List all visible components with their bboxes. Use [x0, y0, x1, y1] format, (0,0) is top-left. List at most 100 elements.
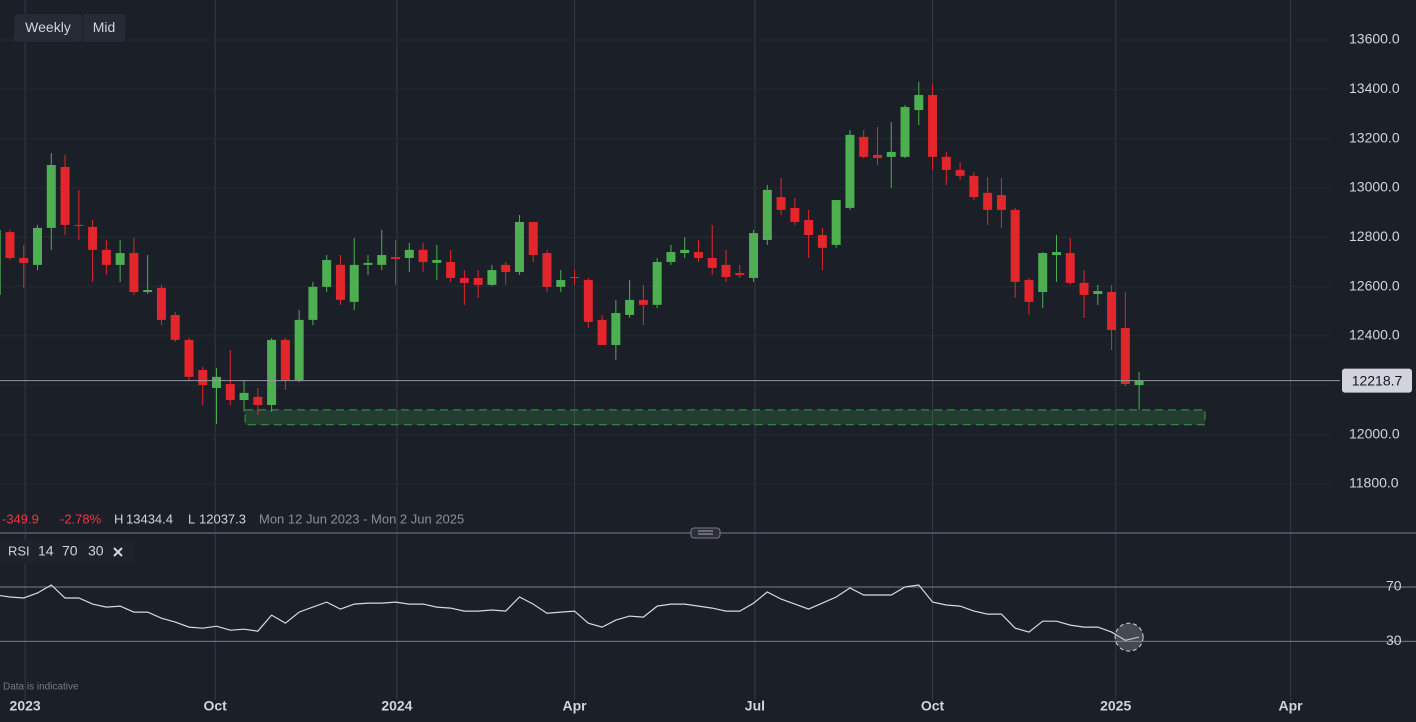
candle-body — [721, 264, 731, 277]
rsi-tick-label: 70 — [1386, 578, 1402, 594]
x-tick-label: Oct — [921, 698, 945, 714]
candle-body — [101, 249, 111, 265]
candle-body — [501, 264, 511, 273]
candle-body — [900, 107, 910, 157]
candle-body — [625, 299, 635, 315]
rsi-legend — [0, 540, 134, 564]
candle-body — [335, 264, 345, 300]
candle-body — [1010, 209, 1020, 282]
x-tick-label: Apr — [1279, 698, 1304, 714]
candle-body — [308, 286, 318, 320]
candle-body — [1134, 380, 1144, 386]
pane-resize-handle[interactable] — [690, 527, 721, 539]
price-type-label: Mid — [93, 19, 116, 35]
y-tick-label: 12600.0 — [1349, 277, 1400, 293]
candle-body — [170, 314, 180, 340]
labels: 2023 Oct 2024 Apr Jul Oct 2025 Apr 11800.0 12000.… — [10, 31, 1412, 714]
candle-body — [198, 369, 208, 386]
candle-body — [886, 151, 896, 157]
candle-body — [74, 224, 84, 226]
candle-body — [666, 252, 676, 262]
candle-body — [349, 264, 359, 302]
y-tick-label: 13600.0 — [1349, 31, 1400, 47]
candle-body — [212, 376, 222, 388]
candle-body — [638, 299, 648, 305]
candle-body — [790, 207, 800, 222]
candle-body — [735, 273, 745, 276]
candle-body — [762, 189, 772, 240]
rsi-close-button[interactable] — [113, 547, 123, 557]
candle-body — [280, 339, 290, 381]
candle-body — [418, 249, 428, 262]
candle-body — [46, 165, 56, 228]
support-zone — [244, 409, 1206, 426]
y-tick-label: 11800.0 — [1349, 475, 1399, 491]
candle-body — [19, 257, 29, 263]
candle-body — [459, 277, 469, 283]
candle-body — [225, 384, 235, 401]
candle-body — [749, 233, 759, 278]
last-price-label: 12218.7 — [1352, 372, 1403, 388]
date-range: Mon 12 Jun 2023 - Mon 2 Jun 2025 — [259, 511, 464, 526]
candle-body — [969, 175, 979, 198]
candle-body — [831, 200, 841, 245]
candle-body — [955, 169, 965, 176]
price-type-button[interactable] — [83, 14, 125, 42]
high-value: 13434.4 — [126, 511, 173, 526]
x-tick-label: 2024 — [381, 698, 412, 714]
candle-body — [377, 255, 387, 265]
y-tick-label: 13200.0 — [1349, 129, 1400, 145]
change-pct: -2.78% — [60, 511, 102, 526]
candle-body — [941, 156, 951, 170]
candle-body — [5, 232, 15, 258]
candle-body — [983, 192, 993, 210]
low-label: L — [188, 511, 195, 526]
candle-body — [845, 134, 855, 208]
candle-body — [391, 256, 401, 259]
candle-body — [446, 261, 456, 278]
candle-body — [1079, 282, 1089, 295]
candle-body — [239, 392, 249, 401]
footer-note: Data is indicative — [3, 682, 79, 693]
candle-body — [514, 221, 524, 273]
interval-button[interactable] — [14, 14, 82, 42]
y-tick-label: 13400.0 — [1349, 80, 1400, 96]
candle-body — [1107, 292, 1117, 331]
candle-body — [707, 257, 717, 268]
candle-body — [322, 259, 332, 287]
x-tick-label: Oct — [203, 698, 227, 714]
x-tick-label: 2023 — [10, 698, 41, 714]
rsi-line — [0, 584, 1140, 641]
candle-body — [487, 270, 497, 285]
candle-body — [570, 276, 580, 278]
candle-body — [129, 253, 139, 293]
candle-body — [294, 319, 304, 381]
plot — [0, 81, 1340, 652]
change: -349.9 — [2, 511, 39, 526]
candle-body — [33, 227, 43, 265]
candle-body — [115, 253, 125, 265]
candle-body — [611, 312, 621, 346]
close-icon — [113, 547, 123, 557]
candle-body — [404, 249, 414, 258]
candle-body — [1120, 328, 1130, 385]
last-price-box — [1342, 368, 1412, 393]
candle-body — [88, 226, 98, 250]
candle-body — [652, 261, 662, 305]
candle-body — [542, 253, 552, 287]
candle-body — [817, 235, 827, 248]
cursor-marker — [1114, 622, 1144, 652]
candle-body — [267, 339, 277, 405]
candle-body — [528, 221, 538, 256]
candle-body — [253, 396, 263, 405]
candle-body — [1051, 252, 1061, 256]
y-tick-label: 12800.0 — [1349, 228, 1400, 244]
candle-body — [1024, 279, 1034, 302]
rsi-tick-label: 30 — [1386, 632, 1402, 648]
rsi-period: 14 — [38, 543, 54, 559]
candle-body — [60, 166, 70, 225]
rsi-upper: 70 — [62, 543, 78, 559]
candle-body — [184, 339, 194, 377]
